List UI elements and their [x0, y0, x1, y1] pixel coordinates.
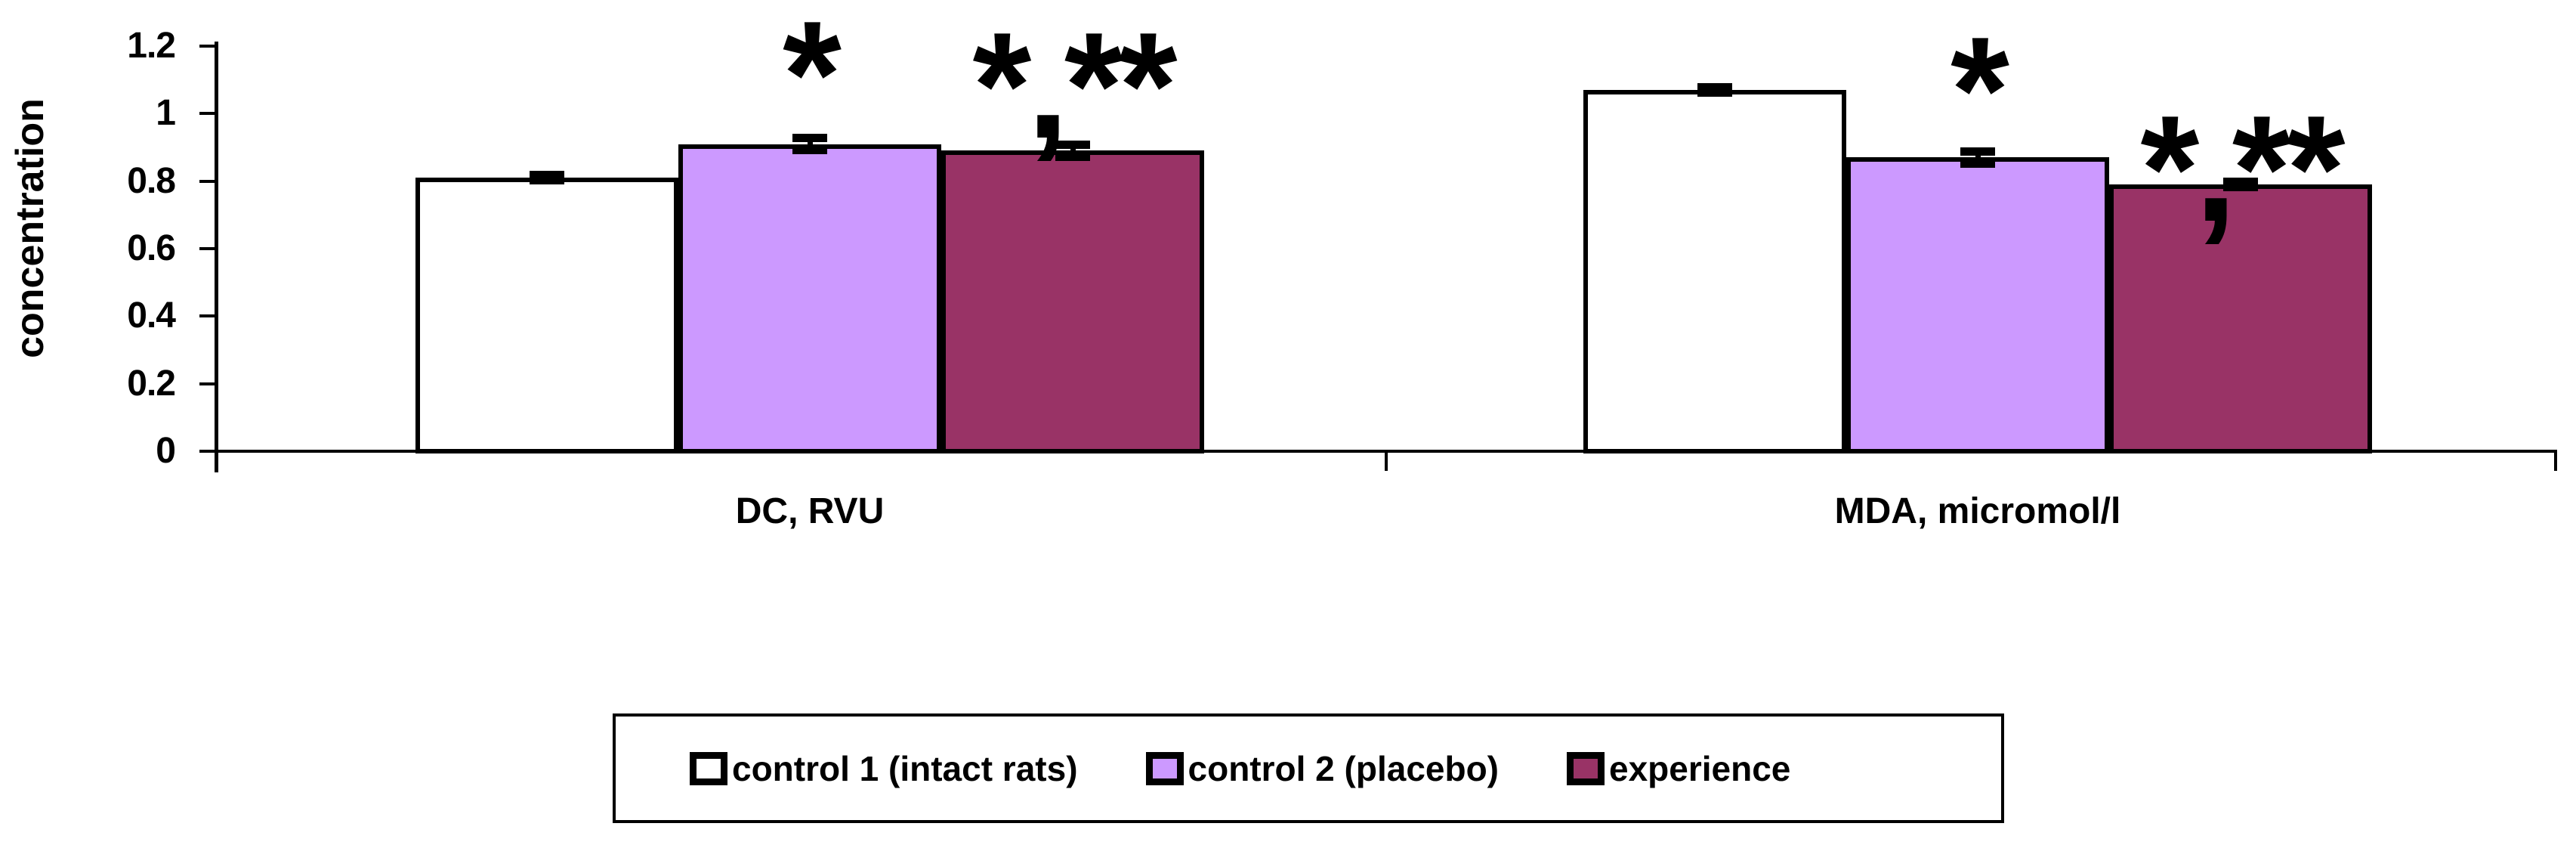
legend-swatch: [1567, 751, 1605, 785]
error-bar-cap-bottom: [1055, 152, 1090, 161]
y-tick: [199, 44, 216, 48]
legend-label: control 2 (placebo): [1188, 748, 1499, 788]
category-label: MDA, micromol/l: [1834, 491, 2121, 531]
y-tick: [199, 450, 216, 453]
legend-entry: control 2 (placebo): [1145, 748, 1499, 789]
y-tick-label: 1: [156, 93, 176, 134]
y-tick: [199, 314, 216, 318]
error-bar: [1697, 83, 1732, 97]
bar-control-2-placebo-: [678, 144, 941, 453]
significance-annotation: *,**: [972, 2, 1177, 170]
y-tick: [199, 179, 216, 183]
bar-experience: [941, 150, 1204, 453]
y-tick-label: 0.6: [127, 228, 176, 268]
legend-entry: experience: [1567, 748, 1790, 789]
error-bar: [1055, 141, 1090, 161]
y-tick-label: 0: [156, 431, 176, 471]
y-tick: [199, 382, 216, 385]
error-bar-cap-bottom: [1697, 88, 1732, 97]
bar-control-2-placebo-: [1846, 157, 2109, 453]
error-bar-cap-bottom: [1960, 159, 1995, 168]
y-axis-line: [215, 42, 218, 472]
error-bar: [1960, 147, 1995, 168]
error-bar-line: [807, 134, 813, 154]
legend-swatch: [1145, 751, 1184, 785]
category-label: DC, RVU: [735, 491, 885, 531]
error-bar-cap-bottom: [792, 145, 827, 154]
legend: control 1 (intact rats) control 2 (placeb…: [613, 713, 2004, 823]
category-boundary-tick: [1385, 451, 1388, 471]
error-bar: [530, 171, 564, 185]
legend-swatch: [690, 751, 727, 785]
error-bar-line: [1070, 141, 1076, 161]
bar-control-1-intact-rats-: [1583, 90, 1846, 453]
y-tick-label: 0.8: [127, 160, 176, 201]
bar-experience: [2109, 184, 2372, 453]
y-tick-label: 0.4: [127, 296, 176, 336]
plot-area: 0 0.2 0.4 0.6 0.8 1 1.2 * *,** DC, RVU * *,** MDA, m…: [127, 0, 2557, 531]
y-tick-label: 0.2: [127, 363, 176, 404]
error-bar-cap-bottom: [2223, 183, 2258, 192]
error-bar: [2223, 178, 2258, 192]
legend-label: control 1 (intact rats): [732, 748, 1078, 788]
category-boundary-tick: [2554, 451, 2557, 471]
y-tick-label: 1.2: [127, 25, 176, 66]
error-bar-cap-bottom: [530, 176, 564, 185]
error-bar: [792, 134, 827, 154]
significance-annotation: *: [783, 0, 842, 159]
legend-label: experience: [1609, 748, 1791, 788]
category-boundary-tick: [215, 451, 218, 471]
legend-entry: control 1 (intact rats): [690, 748, 1078, 789]
y-tick: [199, 246, 216, 250]
significance-annotation: *,**: [2140, 85, 2345, 253]
significance-annotation: *: [1951, 6, 2009, 175]
bar-control-1-intact-rats-: [415, 178, 678, 453]
y-tick: [199, 112, 216, 116]
error-bar-line: [1975, 147, 1981, 168]
